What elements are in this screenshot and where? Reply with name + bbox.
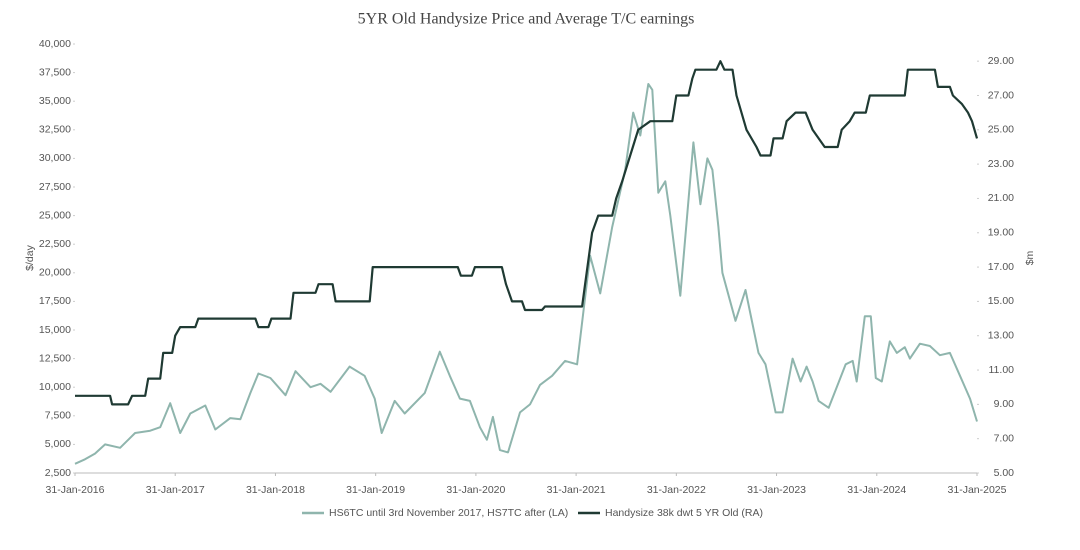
chart-title: 5YR Old Handysize Price and Average T/C … [358, 11, 695, 28]
y-tick-label: 17,500 [39, 295, 71, 307]
x-tick-label: 31-Jan-2020 [446, 484, 505, 496]
y2-tick-label: 23.00 [988, 158, 1014, 170]
y-tick-label: 30,000 [39, 152, 71, 164]
x-tick-label: 31-Jan-2024 [847, 484, 906, 496]
y-tick-label: 32,500 [39, 124, 71, 136]
y2-tick-label: 27.00 [988, 89, 1014, 101]
y2-tick-label: 15.00 [988, 295, 1014, 307]
y2-tick-label: 17.00 [988, 261, 1014, 273]
legend-label: Handysize 38k dwt 5 YR Old (RA) [605, 507, 763, 519]
y-tick-label: 20,000 [39, 267, 71, 279]
y-tick-label: 7,500 [45, 410, 71, 422]
y-tick-label: 15,000 [39, 324, 71, 336]
y-tick-label: 37,500 [39, 66, 71, 78]
y-tick-label: 22,500 [39, 238, 71, 250]
y2-tick-label: 7.00 [994, 432, 1015, 444]
y2-tick-label: 5.00 [994, 467, 1015, 479]
x-tick-label: 31-Jan-2018 [246, 484, 305, 496]
y-tick-label: 2,500 [45, 467, 71, 479]
y-tick-label: 35,000 [39, 95, 71, 107]
x-tick-label: 31-Jan-2023 [747, 484, 806, 496]
y2-axis-label: $m [1024, 250, 1036, 265]
x-tick-label: 31-Jan-2019 [346, 484, 405, 496]
legend-label: HS6TC until 3rd November 2017, HS7TC aft… [329, 507, 568, 519]
x-tick-label: 31-Jan-2016 [46, 484, 105, 496]
y2-tick-label: 19.00 [988, 227, 1014, 239]
y-tick-label: 5,000 [45, 438, 71, 450]
x-tick-label: 31-Jan-2022 [647, 484, 706, 496]
y-tick-label: 25,000 [39, 209, 71, 221]
y-axis-label: $/day [24, 244, 36, 270]
x-tick-label: 31-Jan-2025 [948, 484, 1007, 496]
x-tick-label: 31-Jan-2017 [146, 484, 205, 496]
y2-tick-label: 29.00 [988, 55, 1014, 67]
y2-tick-label: 21.00 [988, 192, 1014, 204]
y2-tick-label: 9.00 [994, 398, 1015, 410]
line-series [74, 83, 978, 465]
y-tick-label: 27,500 [39, 181, 71, 193]
x-tick-label: 31-Jan-2021 [547, 484, 606, 496]
y-tick-label: 10,000 [39, 381, 71, 393]
line-series [75, 60, 979, 406]
y2-tick-label: 13.00 [988, 330, 1014, 342]
y2-tick-label: 11.00 [989, 364, 1015, 376]
y2-tick-label: 25.00 [988, 124, 1014, 136]
y-tick-label: 12,500 [39, 352, 71, 364]
y-tick-label: 40,000 [39, 38, 71, 50]
